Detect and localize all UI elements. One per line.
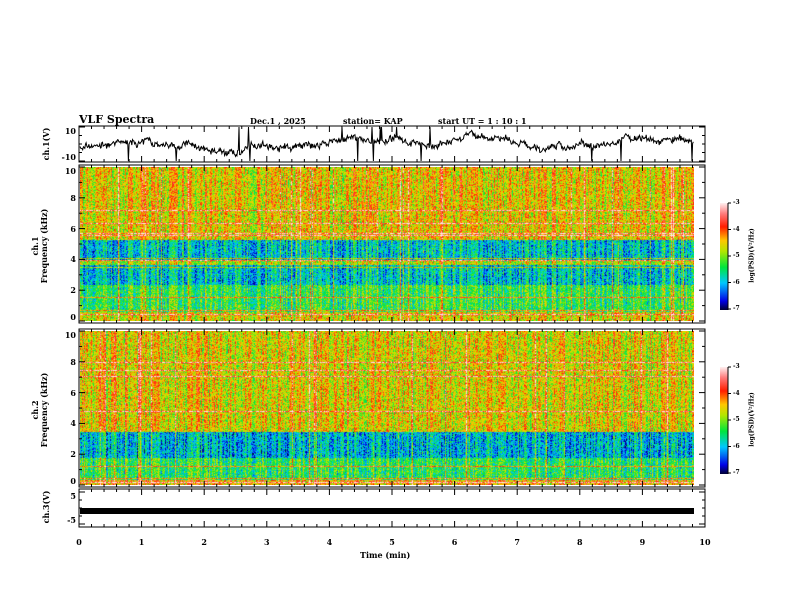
colorbar-tick-label: -7: [733, 469, 740, 476]
colorbar-tick-label: -6: [733, 442, 740, 450]
colorbar-ch1-label: log(PSD)(V²/Hz): [748, 228, 756, 283]
ch2-spectrogram: [80, 331, 694, 485]
y-tick-label: 8: [70, 192, 76, 203]
x-tick-label: 10: [699, 537, 711, 547]
y-tick-label: 0: [70, 476, 76, 486]
panel-frame-2: [78, 328, 706, 488]
y-tick-label: 10: [64, 126, 76, 136]
colorbar-tick-label: -5: [733, 416, 740, 423]
ch1-ylabel: ch.1(V): [41, 127, 51, 161]
y-tick-label: -10: [61, 152, 76, 162]
ch1-spectrogram: [80, 167, 694, 321]
ch1-spec-ylabel: ch.1 Frequency (kHz): [30, 201, 49, 291]
y-tick-label: 4: [70, 254, 76, 265]
y-tick-label: 6: [70, 387, 76, 398]
date-label: Dec.1 , 2025: [250, 116, 306, 126]
y-tick-label: 0: [70, 312, 76, 322]
y-tick-label: 8: [70, 356, 76, 367]
x-tick-label: 8: [577, 537, 583, 547]
y-tick-label: 4: [70, 418, 76, 429]
y-tick-label: -5: [67, 515, 76, 525]
y-tick-label: 10: [64, 330, 76, 340]
y-tick-label: 5: [70, 491, 76, 501]
x-tick-label: 0: [76, 537, 82, 547]
y-tick-label: 2: [70, 285, 76, 296]
x-tick-label: 4: [326, 537, 333, 547]
x-tick-label: 6: [451, 537, 458, 547]
ch2-spec-ylabel-main: Frequency (kHz): [39, 372, 49, 448]
x-tick-label: 5: [389, 537, 395, 547]
x-tick-label: 3: [264, 537, 270, 547]
x-axis-label: Time (min): [360, 550, 411, 560]
start-time-label: start UT = 1 : 10 : 1: [438, 116, 527, 126]
x-tick-label: 2: [201, 537, 207, 547]
colorbar-tick-label: -4: [733, 389, 740, 397]
colorbar-tick-label: -4: [733, 225, 740, 233]
colorbar-tick-label: -7: [733, 305, 740, 312]
colorbar-tick-label: -3: [733, 363, 740, 370]
x-tick-label: 9: [639, 537, 646, 547]
ch1-waveform-line: [79, 126, 694, 162]
colorbar-tick-label: -3: [733, 199, 740, 206]
y-tick-label: 10: [64, 166, 76, 176]
x-tick-label: 7: [514, 537, 520, 547]
panel-frame-1: [78, 164, 706, 324]
station-label: station= KAP: [343, 116, 403, 126]
x-tick-label: 1: [138, 537, 145, 547]
y-tick-label: 2: [70, 449, 76, 460]
colorbar-ch2-label: log(PSD)(V²/Hz): [748, 392, 756, 447]
ch1-spec-ylabel-main: Frequency (kHz): [39, 208, 49, 284]
plot-title: VLF Spectra: [79, 113, 155, 126]
ch3-waveform-band: [80, 508, 694, 514]
colorbar-tick-label: -5: [733, 252, 740, 259]
colorbar-ch2: [720, 367, 728, 474]
colorbar-tick-label: -6: [733, 278, 740, 286]
ch2-spec-ylabel: ch.2 Frequency (kHz): [30, 365, 49, 455]
y-tick-label: 6: [70, 223, 76, 234]
ch3-ylabel: ch.3(V): [41, 490, 51, 524]
colorbar-ch1: [720, 203, 728, 310]
